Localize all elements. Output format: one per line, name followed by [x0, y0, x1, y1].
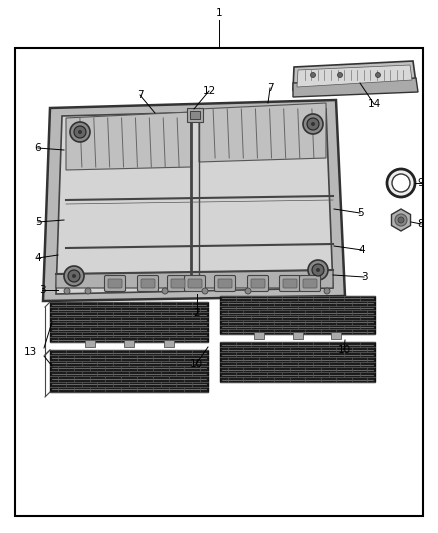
Circle shape — [387, 169, 415, 197]
Bar — [124, 340, 134, 347]
Circle shape — [324, 288, 330, 294]
Text: 1: 1 — [215, 8, 223, 18]
Circle shape — [308, 260, 328, 280]
Bar — [187, 108, 203, 122]
Circle shape — [375, 72, 381, 77]
Polygon shape — [297, 65, 412, 87]
FancyBboxPatch shape — [138, 276, 159, 292]
Bar — [85, 340, 95, 347]
FancyBboxPatch shape — [215, 276, 236, 292]
Polygon shape — [43, 100, 345, 301]
Text: 5: 5 — [357, 208, 363, 218]
Text: 13: 13 — [23, 347, 37, 357]
Polygon shape — [66, 112, 191, 170]
Polygon shape — [199, 103, 326, 162]
Text: 2: 2 — [194, 308, 200, 318]
FancyBboxPatch shape — [141, 279, 155, 288]
Circle shape — [395, 214, 407, 226]
FancyBboxPatch shape — [303, 279, 317, 288]
Text: 6: 6 — [35, 143, 41, 153]
Circle shape — [398, 217, 404, 223]
Circle shape — [202, 288, 208, 294]
Text: 8: 8 — [418, 219, 424, 229]
Circle shape — [162, 288, 168, 294]
Circle shape — [392, 174, 410, 192]
Bar — [50, 350, 208, 392]
Polygon shape — [293, 78, 418, 97]
Circle shape — [303, 114, 323, 134]
Bar — [50, 302, 208, 342]
Circle shape — [307, 118, 319, 130]
FancyBboxPatch shape — [105, 276, 126, 292]
Circle shape — [68, 270, 80, 282]
FancyBboxPatch shape — [251, 279, 265, 288]
FancyBboxPatch shape — [279, 276, 300, 292]
FancyBboxPatch shape — [300, 276, 321, 292]
Polygon shape — [293, 61, 416, 90]
Bar — [254, 332, 264, 339]
Text: 10: 10 — [190, 359, 202, 369]
Polygon shape — [392, 209, 410, 231]
Text: 12: 12 — [202, 86, 215, 96]
Circle shape — [312, 264, 324, 276]
Circle shape — [72, 274, 76, 278]
Bar — [163, 340, 173, 347]
FancyBboxPatch shape — [283, 279, 297, 288]
Circle shape — [78, 130, 82, 134]
Bar — [220, 342, 375, 382]
Bar — [220, 296, 375, 334]
Circle shape — [311, 122, 315, 126]
Bar — [190, 111, 200, 119]
Text: 3: 3 — [39, 285, 45, 295]
FancyBboxPatch shape — [184, 276, 205, 292]
FancyBboxPatch shape — [108, 279, 122, 288]
FancyBboxPatch shape — [218, 279, 232, 288]
Text: 4: 4 — [35, 253, 41, 263]
Polygon shape — [56, 109, 333, 294]
Bar — [331, 332, 341, 339]
Circle shape — [64, 288, 70, 294]
Circle shape — [338, 72, 343, 77]
Circle shape — [74, 126, 86, 138]
Circle shape — [70, 122, 90, 142]
Text: 7: 7 — [267, 83, 273, 93]
Bar — [293, 332, 303, 339]
Text: 3: 3 — [360, 272, 367, 282]
Text: 7: 7 — [137, 90, 143, 100]
FancyBboxPatch shape — [171, 279, 185, 288]
Circle shape — [316, 268, 320, 272]
Bar — [15, 48, 423, 516]
Circle shape — [85, 288, 91, 294]
Text: 10: 10 — [337, 345, 350, 355]
FancyBboxPatch shape — [247, 276, 268, 292]
Text: 5: 5 — [35, 217, 41, 227]
Circle shape — [311, 72, 315, 77]
Text: 14: 14 — [367, 99, 381, 109]
FancyBboxPatch shape — [188, 279, 202, 288]
Circle shape — [64, 266, 84, 286]
Polygon shape — [56, 270, 333, 288]
FancyBboxPatch shape — [167, 276, 188, 292]
Circle shape — [245, 288, 251, 294]
Text: 9: 9 — [418, 178, 424, 188]
Text: 4: 4 — [359, 245, 365, 255]
